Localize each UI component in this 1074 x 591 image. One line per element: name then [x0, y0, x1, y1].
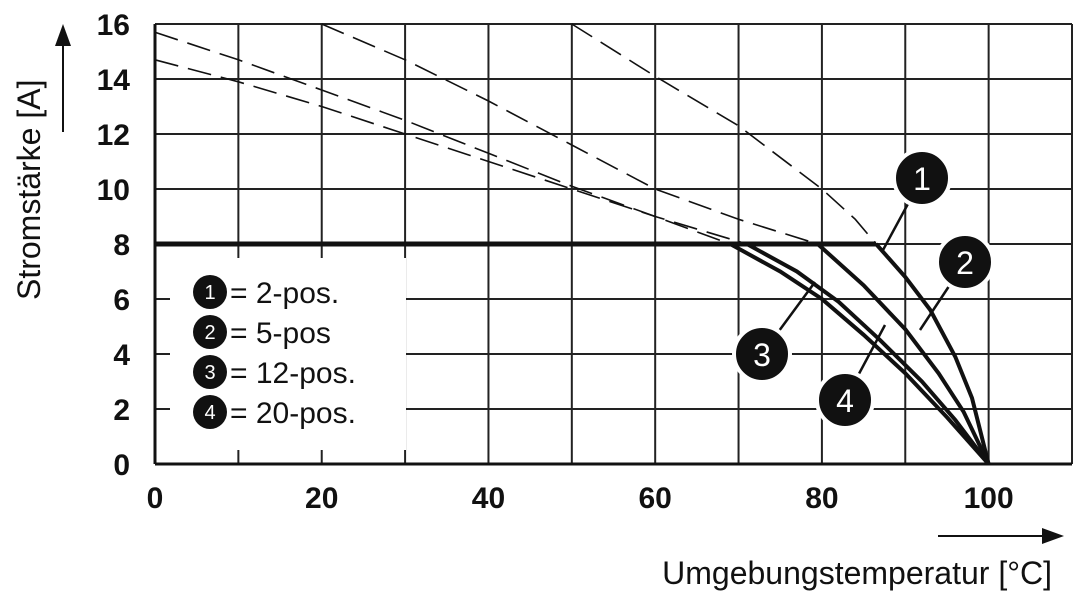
badge-3-label: 3 [753, 337, 771, 373]
y-tick-labels: 0 2 4 6 8 10 12 14 16 [97, 9, 131, 482]
series-2-derating-line [816, 242, 991, 465]
series-3-extrapolated-line [154, 31, 731, 245]
series-4-derating-line [745, 242, 991, 466]
curve-badges: 1 2 3 4 [732, 148, 995, 430]
legend-entry-2-text: = 5-pos [230, 317, 331, 350]
legend-marker-4-label: 4 [204, 402, 215, 424]
y-tick-label: 2 [113, 394, 130, 427]
x-axis-arrow-head [1042, 528, 1064, 544]
y-axis-arrow-head [55, 24, 71, 46]
x-tick-label: 20 [305, 482, 338, 515]
legend-entry-4-text: = 20-pos. [230, 397, 356, 430]
y-tick-label: 0 [113, 449, 130, 482]
badge-1-circle [892, 148, 952, 208]
series-1-derating-line [874, 242, 991, 465]
x-tick-label: 40 [472, 482, 505, 515]
badge-4-circle [815, 370, 875, 430]
legend-marker-2-label: 2 [204, 322, 215, 344]
x-tick-label: 80 [805, 482, 838, 515]
badge-2-label: 2 [956, 245, 974, 281]
legend-marker-1-label: 1 [204, 282, 215, 304]
legend-marker-4 [193, 395, 227, 429]
x-tick-label: 60 [638, 482, 671, 515]
legend: 1 = 2-pos. 2 = 5-pos 3 = 12-pos. 4 = 20-pos. [170, 258, 406, 450]
legend-marker-2 [193, 315, 227, 349]
x-axis-title: Umgebungstemperatur [°C] [662, 555, 1052, 591]
badge-2-circle [935, 232, 995, 292]
series-layer [154, 23, 991, 466]
badge-1-label: 1 [913, 161, 931, 197]
y-tick-label: 4 [113, 339, 130, 372]
legend-marker-3-label: 3 [204, 362, 215, 384]
series-1-extrapolated-line [571, 23, 877, 245]
badge-3-circle [732, 324, 792, 384]
x-tick-label: 0 [147, 482, 164, 515]
y-axis-title: Stromstärke [A] [11, 80, 47, 301]
y-tick-label: 12 [97, 119, 130, 152]
y-tick-label: 8 [113, 229, 130, 262]
legend-marker-1 [193, 275, 227, 309]
y-tick-label: 10 [97, 174, 130, 207]
y-tick-label: 14 [97, 64, 131, 97]
x-tick-labels: 0 20 40 60 80 100 [147, 482, 1014, 515]
legend-marker-3 [193, 355, 227, 389]
y-tick-label: 6 [113, 284, 130, 317]
x-tick-label: 100 [964, 482, 1014, 515]
series-2-extrapolated-line [321, 23, 818, 245]
legend-entry-3-text: = 12-pos. [230, 357, 356, 390]
series-3-derating-line [729, 242, 991, 466]
series-4-extrapolated-line [154, 59, 748, 245]
badge-4-label: 4 [836, 383, 854, 419]
legend-entry-1-text: = 2-pos. [230, 277, 339, 310]
y-tick-label: 16 [97, 9, 130, 42]
